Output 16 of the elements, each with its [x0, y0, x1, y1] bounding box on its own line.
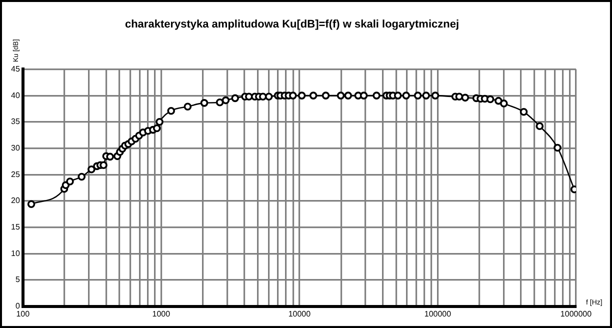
y-tick-label: 30 — [10, 143, 20, 152]
x-tick-label: 100000 — [424, 309, 452, 318]
y-tick-label: 25 — [10, 170, 20, 179]
x-tick-label: 100 — [16, 309, 30, 318]
chart-title: charakterystyka amplitudowa Ku[dB]=f(f) w skali logarytmicznej — [124, 18, 460, 31]
x-tick-label: 1000000 — [560, 309, 592, 318]
x-tick-label: 1000 — [152, 309, 171, 318]
y-tick-label: 40 — [10, 90, 20, 100]
y-tick-label: 5 — [15, 275, 20, 284]
y-tick-label: 20 — [10, 196, 20, 206]
y-tick-label: 10 — [10, 248, 20, 258]
y-tick-label: 35 — [10, 117, 20, 126]
y-tick-label: 0 — [15, 302, 20, 311]
y-tick-label: 45 — [10, 64, 20, 74]
x-tick-label: 10000 — [288, 309, 312, 318]
y-tick-label: 15 — [10, 222, 20, 232]
